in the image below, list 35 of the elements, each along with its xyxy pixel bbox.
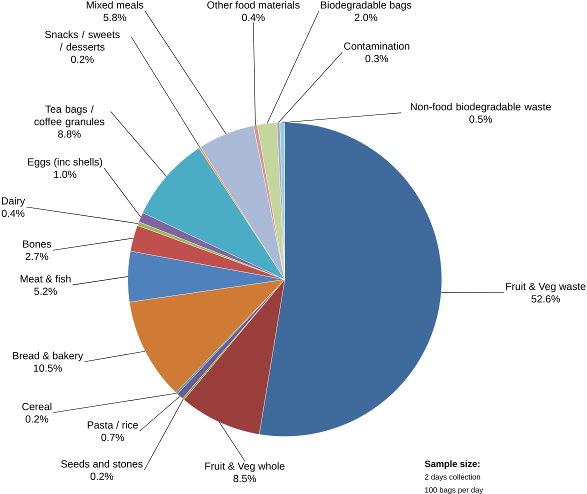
slice-label: Snacks / sweets / desserts [45,30,120,51]
data-label: 0.3% [365,54,388,62]
slice-label: Non-food biodegradable waste [410,102,551,112]
text: Sample size: [424,460,480,469]
data-label: 0.5% [469,115,492,123]
slice-label: Meat & fish [20,274,71,282]
slice-label: Pasta / rice [88,420,138,429]
slice-label: Bread & bakery [13,352,84,362]
data-label: 2.7% [26,252,48,260]
slice-label: Cereal [22,402,52,410]
data-label: 10.5% [34,364,62,372]
data-label: 8.8% [58,130,81,138]
data-label: 1.0% [54,170,76,178]
slice-label: Tea bags / coffee granules [34,105,104,128]
slice-label: Biodegradable bags [321,1,412,11]
slice-label: Eggs (inc shells) [28,158,102,168]
slice-label: Seeds and stones [61,460,143,468]
data-label: 0.2% [71,56,94,63]
data-label: 0.2% [90,472,114,480]
data-label: 52.6% [531,295,560,302]
slice-label: Bones [23,240,52,248]
data-label: 5.8% [104,14,126,22]
data-label: 0.2% [26,415,48,423]
data-label: 0.4% [242,14,265,22]
data-label: 5.2% [34,288,57,295]
slice-label: Mixed meals [86,1,144,9]
slice-label: Dairy [2,196,26,207]
slice-label: Contamination [344,42,410,50]
data-label: 0.7% [101,434,124,441]
slice-label: Fruit & Veg waste [506,282,586,292]
data-label: 8.5% [233,474,256,482]
slice-label: Other food materials [207,1,300,9]
data-label: 0.4% [2,210,24,217]
slice-label: Fruit & Veg whole [205,462,285,472]
data-label: 2.0% [354,14,378,22]
